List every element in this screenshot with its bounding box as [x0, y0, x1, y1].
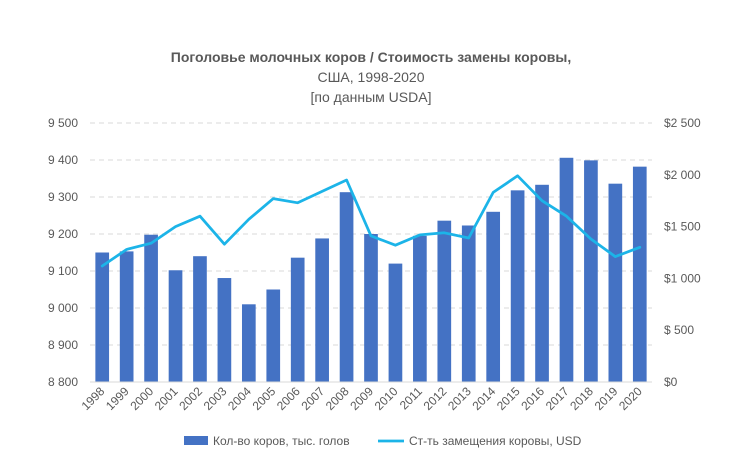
- x-tick-label: 2015: [494, 384, 523, 413]
- bar: [413, 235, 427, 382]
- y-left-tick-label: 8 900: [48, 338, 78, 352]
- x-tick-label: 1999: [103, 384, 132, 413]
- x-tick-label: 2000: [127, 384, 156, 413]
- x-tick-label: 2002: [176, 384, 205, 413]
- bar: [241, 304, 256, 382]
- bar: [388, 263, 403, 382]
- bar: [315, 238, 329, 382]
- y-left-tick-label: 9 300: [48, 190, 78, 204]
- bar: [290, 257, 305, 382]
- chart-source: [по данным USDA]: [310, 89, 432, 105]
- y-right-tick-label: $0: [664, 375, 678, 389]
- x-tick-label: 2010: [372, 384, 401, 413]
- x-tick-label: 2014: [470, 384, 499, 413]
- legend-swatch-bar: [184, 436, 208, 445]
- bar: [119, 251, 134, 382]
- bar: [461, 225, 476, 382]
- chart-title: Поголовье молочных коров / Стоимость зам…: [170, 49, 572, 65]
- x-tick-label: 2006: [274, 384, 303, 413]
- bar: [193, 256, 207, 382]
- y-left-tick-label: 9 500: [48, 116, 78, 130]
- x-tick-label: 2005: [250, 384, 279, 413]
- bar: [144, 234, 158, 382]
- bar: [632, 166, 647, 382]
- x-tick-label: 2016: [518, 384, 547, 413]
- y-right-tick-label: $2 000: [664, 168, 701, 182]
- bar: [510, 190, 525, 382]
- x-tick-label: 2001: [152, 384, 181, 413]
- x-tick-label: 2007: [298, 384, 327, 413]
- y-right-tick-label: $2 500: [664, 116, 701, 130]
- bar: [95, 252, 110, 382]
- bar: [584, 160, 598, 382]
- x-tick-label: 2020: [616, 384, 645, 413]
- bar: [608, 183, 623, 382]
- x-tick-label: 2011: [397, 384, 425, 412]
- y-left-tick-label: 9 400: [48, 153, 78, 167]
- y-right-tick-label: $ 500: [664, 323, 694, 337]
- x-tick-label: 2012: [421, 384, 450, 413]
- x-tick-label: 2003: [201, 384, 230, 413]
- y-left-tick-label: 8 800: [48, 375, 78, 389]
- bar: [559, 157, 574, 382]
- x-tick-label: 1998: [79, 384, 108, 413]
- legend-label-bar: Кол-во коров, тыс. голов: [213, 434, 350, 448]
- x-tick-label: 2019: [592, 384, 621, 413]
- bar: [364, 234, 378, 382]
- bar: [266, 289, 281, 382]
- x-tick-label: 2009: [347, 384, 376, 413]
- x-tick-label: 2008: [323, 384, 352, 413]
- y-right-tick-label: $1 500: [664, 220, 701, 234]
- line-series: [100, 174, 642, 268]
- y-left-tick-label: 9 000: [48, 301, 78, 315]
- y-left-tick-label: 9 100: [48, 264, 78, 278]
- bar: [535, 184, 549, 382]
- bar: [217, 278, 232, 382]
- x-tick-label: 2018: [567, 384, 596, 413]
- x-tick-label: 2004: [225, 384, 254, 413]
- y-left-tick-label: 9 200: [48, 227, 78, 241]
- y-right-tick-label: $1 000: [664, 271, 701, 285]
- bar: [486, 211, 501, 382]
- x-tick-label: 2013: [445, 384, 474, 413]
- bar: [437, 220, 452, 382]
- bar: [339, 192, 354, 382]
- chart-subtitle: США, 1998-2020: [317, 69, 425, 85]
- bar: [168, 270, 183, 382]
- x-tick-label: 2017: [543, 384, 572, 413]
- legend-label-line: Ст-ть замещения коровы, USD: [409, 434, 582, 448]
